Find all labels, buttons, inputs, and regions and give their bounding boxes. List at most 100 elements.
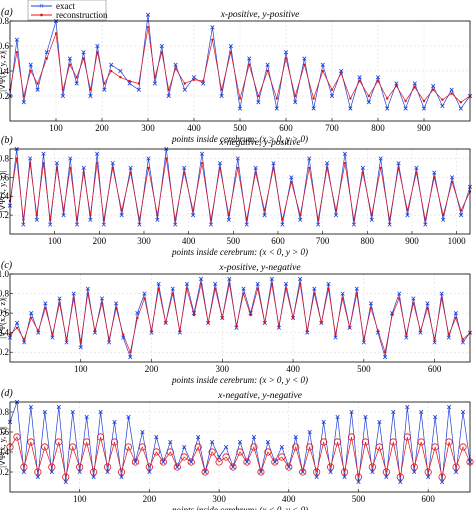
exact-point [450,175,455,180]
recon-point [124,443,133,451]
recon-point [227,213,231,217]
exact-point [405,404,410,410]
recon-point [454,316,458,320]
recon-point [340,468,349,476]
exact-point [329,93,335,99]
x-tick-label: 600 [279,123,293,133]
exact-point [387,222,392,227]
exact-point [419,409,424,415]
exact-point [274,106,279,111]
exact-point [60,93,65,99]
exact-point [314,474,319,480]
y-tick-label: 0.4 [0,191,10,201]
exact-point [378,156,383,161]
exact-point [14,37,19,42]
exact-point [161,459,166,465]
exact-point [145,12,151,17]
recon-point [55,166,59,170]
recon-point [30,316,33,320]
exact-point [133,459,138,465]
x-tick-label: 200 [145,364,159,374]
recon-point [129,351,132,354]
exact-point [95,151,100,156]
exact-point [223,444,229,450]
exact-point [28,62,33,67]
exact-point [333,335,338,340]
x-tick-label: 300 [216,364,230,374]
recon-point [361,171,365,174]
exact-point [300,469,305,475]
recon-point [228,282,231,285]
recon-point [117,468,126,476]
recon-point [362,338,366,341]
exact-point [425,301,430,306]
recon-point [281,218,284,222]
exact-point [326,281,331,286]
recon-point [263,321,266,325]
exact-point [368,301,374,306]
recon-point [187,458,195,466]
recon-point [65,338,68,341]
exact-point [95,43,100,49]
recon-point [13,433,21,441]
recon-point [22,338,26,341]
x-tick-label: 800 [361,236,375,246]
x-tick-label: 700 [316,236,330,246]
exact-point [81,165,86,170]
exact-point [348,106,353,111]
exact-point [156,281,161,286]
exact-point [363,414,368,420]
exact-point [121,335,126,340]
x-tick-label: 200 [93,236,107,246]
exact-point [154,434,159,440]
recon-point [145,463,153,471]
exact-point [283,281,289,286]
y-tick-label: 0.8 [0,16,10,26]
series-recon-line [9,158,471,220]
exact-point [342,151,348,156]
exact-point [302,56,307,61]
exact-point [43,301,48,306]
exact-point [210,25,215,30]
exact-point [279,444,284,450]
x-tick-label: 300 [212,494,226,504]
recon-point [245,218,248,222]
x-tick-label: 1000 [448,236,467,246]
recon-point [76,463,84,471]
recon-point [138,218,141,222]
recon-point [222,453,230,461]
exact-point [182,165,187,170]
x-tick-label: 200 [95,123,109,133]
recon-point [266,69,269,73]
recon-point [308,166,311,170]
recon-point [334,333,337,336]
recon-point [178,329,182,332]
exact-point [357,75,362,80]
recon-point [44,307,47,310]
exact-point [234,325,239,330]
exact-point [351,222,356,227]
exact-point [74,81,79,86]
exact-point [227,276,232,281]
exact-point [106,340,112,345]
x-tick-label: 600 [428,364,442,374]
x-tick-label: 300 [141,123,155,133]
recon-point [191,209,195,212]
y-tick-label: 0.6 [0,172,10,182]
recon-point [419,329,422,332]
exact-point [88,93,93,99]
exact-point [258,469,263,475]
recon-point [433,338,436,341]
recon-point [15,326,19,329]
x-tick-label: 100 [48,236,62,246]
exact-point [439,291,444,296]
x-tick-label: 100 [49,123,63,133]
recon-point [445,438,453,446]
recon-point [201,468,209,476]
recon-point [313,292,316,295]
exact-point [255,281,260,286]
y-axis-label: |∇Ψ(x, y, z)| [0,426,7,468]
recon-point [89,88,92,91]
exact-point [35,87,40,92]
